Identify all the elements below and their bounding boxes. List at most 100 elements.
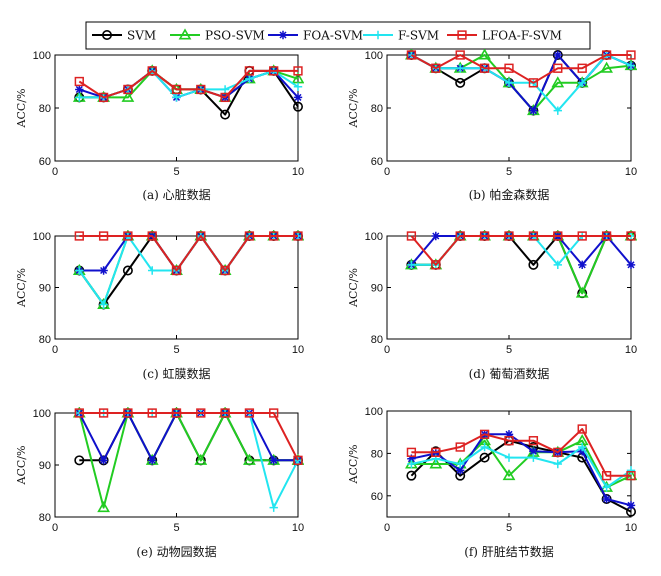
- y-tick-label: 80: [371, 103, 383, 115]
- legend-marker: [178, 28, 192, 40]
- chart-panel: 0 5 10 60 80 100 ACC/% (a) 心脏数据: [15, 50, 304, 202]
- data-point: [407, 260, 416, 270]
- x-tick-label: 0: [52, 522, 58, 534]
- data-point: [148, 456, 157, 465]
- data-point: [220, 408, 230, 418]
- y-axis-label: ACC/%: [15, 89, 28, 129]
- legend-marker: [278, 30, 288, 40]
- data-point: [429, 457, 443, 469]
- data-point: [528, 259, 539, 270]
- data-point: [626, 501, 636, 510]
- plot-frame: [54, 235, 299, 340]
- y-axis-label: ACC/%: [347, 445, 360, 485]
- y-tick-label: 80: [371, 448, 383, 460]
- data-point: [292, 101, 303, 112]
- series-lfoa-f-svm: [406, 231, 636, 270]
- series-lfoa-f-svm: [74, 408, 303, 465]
- data-point: [431, 63, 441, 73]
- y-tick-label: 100: [365, 50, 383, 62]
- data-point: [577, 424, 587, 434]
- panel-caption: (e) 动物园数据: [136, 544, 216, 559]
- data-point: [269, 408, 279, 418]
- y-tick-label: 90: [371, 283, 383, 295]
- y-tick-label: 80: [39, 512, 51, 524]
- chart-panel: 0 5 10 60 80 100 ACC/% (b) 帕金森数据: [347, 49, 637, 202]
- series-lfoa-f-svm: [406, 50, 636, 88]
- data-point: [455, 50, 465, 60]
- data-point: [455, 77, 466, 88]
- y-axis-label: ACC/%: [15, 268, 28, 308]
- data-point: [291, 72, 304, 84]
- data-point: [479, 452, 490, 463]
- data-point: [244, 231, 255, 241]
- series-lfoa-f-svm: [74, 66, 303, 103]
- data-point: [220, 265, 230, 276]
- data-point: [479, 429, 490, 439]
- panel-caption: (b) 帕金森数据: [469, 187, 550, 202]
- data-point: [74, 231, 84, 241]
- data-point: [74, 408, 84, 418]
- data-point: [577, 63, 587, 73]
- data-point: [74, 76, 84, 87]
- y-tick-label: 80: [39, 334, 51, 346]
- data-point: [577, 231, 587, 241]
- data-point: [196, 408, 206, 418]
- y-tick-label: 100: [365, 406, 383, 418]
- data-point: [578, 260, 587, 270]
- data-point: [455, 231, 465, 241]
- legend-label: FOA-SVM: [303, 29, 363, 43]
- x-tick-label: 5: [173, 166, 179, 178]
- data-point: [480, 442, 489, 452]
- data-point: [479, 63, 490, 73]
- x-tick-label: 0: [384, 166, 390, 178]
- legend-marker: [457, 30, 467, 40]
- series-lfoa-f-svm: [74, 231, 303, 276]
- data-point: [528, 436, 539, 446]
- data-point: [269, 66, 279, 76]
- data-point: [147, 66, 157, 76]
- data-point: [407, 454, 416, 463]
- data-point: [406, 50, 417, 60]
- y-tick-label: 100: [365, 231, 383, 243]
- data-point: [601, 50, 612, 60]
- data-point: [431, 447, 441, 457]
- legend-label: SVM: [127, 29, 156, 43]
- data-point: [121, 90, 135, 102]
- y-tick-label: 60: [371, 156, 383, 168]
- series-line: [410, 235, 631, 266]
- data-point: [196, 84, 206, 95]
- data-point: [431, 449, 440, 458]
- x-tick-label: 5: [173, 522, 179, 534]
- y-tick-label: 90: [39, 283, 51, 295]
- legend-marker: [373, 30, 383, 40]
- data-point: [601, 231, 612, 241]
- data-point: [293, 231, 303, 241]
- legend-label: LFOA-F-SVM: [482, 29, 562, 43]
- legend-label: PSO-SVM: [205, 29, 265, 43]
- data-point: [600, 61, 613, 73]
- data-point: [553, 447, 563, 457]
- legend-entry: PSO-SVM: [170, 28, 265, 43]
- y-tick-label: 90: [39, 460, 51, 472]
- data-point: [528, 78, 539, 88]
- data-point: [504, 453, 514, 462]
- data-point: [504, 231, 514, 241]
- data-point: [626, 50, 636, 60]
- data-point: [75, 93, 84, 102]
- chart-panel: 0 5 10 80 90 100 ACC/% (c) 虹膜数据: [15, 230, 304, 381]
- legend-entry: SVM: [92, 29, 156, 43]
- plot-frame: [54, 412, 299, 518]
- data-point: [553, 50, 562, 60]
- series-line: [411, 446, 632, 489]
- data-point: [75, 266, 84, 275]
- data-point: [122, 265, 133, 276]
- data-point: [123, 231, 133, 241]
- data-point: [220, 109, 231, 120]
- plot-frame: [386, 235, 632, 340]
- data-point: [171, 84, 182, 95]
- data-point: [269, 503, 278, 512]
- data-point: [578, 78, 587, 88]
- y-axis-label: ACC/%: [347, 89, 360, 129]
- x-tick-label: 5: [173, 344, 179, 356]
- panel-caption: (f) 肝脏结节数据: [464, 544, 554, 559]
